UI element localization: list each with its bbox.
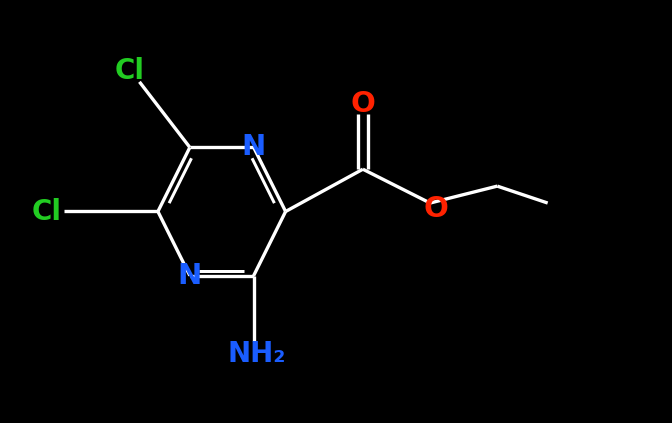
- Text: N: N: [241, 133, 266, 162]
- Text: Cl: Cl: [32, 198, 62, 225]
- Text: O: O: [423, 195, 448, 223]
- Text: Cl: Cl: [114, 57, 144, 85]
- Text: NH₂: NH₂: [228, 340, 286, 368]
- Text: N: N: [177, 261, 202, 290]
- Text: O: O: [350, 90, 376, 118]
